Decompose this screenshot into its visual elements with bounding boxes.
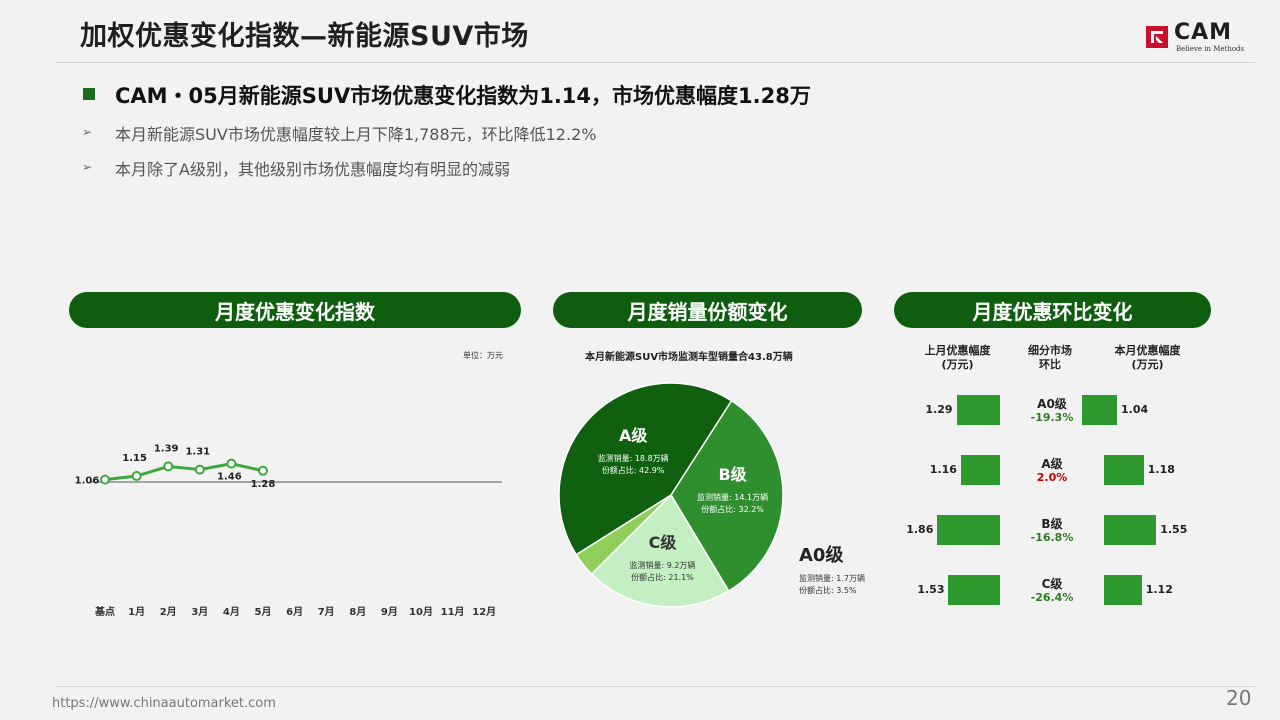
- segment-name: C级: [1041, 577, 1063, 591]
- x-tick-label: 10月: [409, 606, 433, 618]
- slice-sales-label: 监测销量: 14.1万辆: [697, 492, 768, 502]
- arrow-bullet-icon: ➢: [82, 160, 93, 174]
- x-tick-label: 4月: [223, 606, 240, 618]
- pie-caption: 本月新能源SUV市场监测车型销量合43.8万辆: [585, 352, 793, 363]
- x-tick-label: 12月: [472, 606, 496, 618]
- this-month-bar: [1082, 395, 1118, 425]
- slice-sales-label: 监测销量: 18.8万辆: [598, 453, 669, 463]
- pie-slice: [558, 382, 733, 556]
- series-line: [104, 462, 264, 482]
- line-point: [226, 458, 237, 469]
- panel-title-mom: 月度优惠环比变化: [894, 292, 1211, 328]
- footer-divider: [55, 686, 1255, 687]
- this-month-value: 1.55: [1160, 523, 1188, 536]
- data-label: 1.15: [122, 453, 147, 464]
- footer-url: https://www.chinaautomarket.com: [52, 696, 276, 711]
- pie-slice: [670, 399, 784, 593]
- slice-share-label: 份额占比: 42.9%: [602, 465, 665, 475]
- slice-sales-label: 监测销量: 9.2万辆: [629, 560, 695, 570]
- last-month-value: 1.16: [929, 463, 957, 476]
- this-month-bar: [1104, 515, 1157, 545]
- mom-comparison-rows: 1.29 1.04 A0级 -19.3% 1.16 1.18 A级 2.0% 1.86 1.55 B…: [894, 385, 1211, 625]
- line-point: [194, 464, 205, 475]
- col-head-last-month: 上月优惠幅度 (万元): [924, 344, 991, 371]
- x-tick-label: 11月: [441, 606, 465, 618]
- slice-share-label: 份额占比: 3.5%: [799, 585, 857, 595]
- this-month-value: 1.12: [1145, 583, 1173, 596]
- page-number: 20: [1226, 686, 1252, 710]
- line-point: [258, 465, 268, 476]
- last-month-bar: [948, 575, 1000, 605]
- slice-share-label: 份额占比: 21.1%: [631, 572, 694, 582]
- x-tick-label: 基点: [94, 605, 115, 618]
- x-tick-label: 1月: [128, 606, 145, 618]
- headline-bullet-icon: [83, 88, 95, 100]
- last-month-bar: [956, 395, 1000, 425]
- slice-name-label: B级: [718, 465, 747, 484]
- x-tick-label: 5月: [255, 606, 272, 618]
- segment-change: -19.3%: [1030, 411, 1074, 424]
- slice-sales-label: 监测销量: 1.7万辆: [799, 573, 865, 583]
- line-point: [100, 474, 110, 485]
- x-tick-label: 9月: [381, 606, 398, 618]
- col-head-segment: 细分市场 环比: [1028, 344, 1072, 371]
- page-title: 加权优惠变化指数—新能源SUV市场: [80, 21, 529, 52]
- summary-headline: CAM・05月新能源SUV市场优惠变化指数为1.14，市场优惠幅度1.28万: [115, 84, 811, 108]
- unit-label: 单位：万元: [463, 351, 503, 360]
- x-tick-label: 8月: [349, 606, 366, 618]
- slice-name-label: C级: [649, 533, 678, 552]
- logo-tagline: Believe in Methods: [1176, 45, 1245, 53]
- col-head-this-month: 本月优惠幅度 (万元): [1114, 344, 1181, 371]
- slice-share-label: 份额占比: 32.2%: [701, 504, 764, 514]
- summary-point: 本月除了A级别，其他级别市场优惠幅度均有明显的减弱: [115, 160, 510, 179]
- data-label: 1.31: [185, 447, 210, 458]
- title-divider: [55, 62, 1255, 63]
- x-tick-label: 2月: [160, 606, 177, 618]
- segment-name: B级: [1041, 517, 1063, 531]
- pie-slice: [590, 493, 730, 608]
- this-month-value: 1.04: [1121, 403, 1149, 416]
- logo-text: CAM: [1174, 20, 1233, 45]
- slice-name-label: A级: [619, 426, 648, 445]
- segment-change: 2.0%: [1036, 471, 1068, 484]
- segment-change: -16.8%: [1030, 531, 1074, 544]
- line-point: [163, 461, 174, 472]
- this-month-bar: [1104, 575, 1142, 605]
- segment-change: -26.4%: [1030, 591, 1074, 604]
- summary-point: 本月新能源SUV市场优惠幅度较上月下降1,788元，环比降低12.2%: [115, 125, 597, 144]
- index-line-chart: 1.06 1.15 1.39 1.31 1.46 1.28 基点 1月 2月 3月 4月 5月 6月 7月…: [75, 443, 502, 618]
- last-month-bar: [960, 455, 1000, 485]
- data-label: 1.39: [154, 443, 179, 454]
- x-tick-label: 3月: [191, 606, 208, 618]
- last-month-value: 1.86: [906, 523, 934, 536]
- panel-title-share: 月度销量份额变化: [553, 292, 862, 328]
- segment-name: A级: [1041, 457, 1063, 471]
- line-point: [131, 471, 142, 481]
- this-month-value: 1.18: [1147, 463, 1175, 476]
- last-month-value: 1.53: [917, 583, 945, 596]
- segment-name: A0级: [1037, 397, 1067, 411]
- data-label: 1.28: [251, 479, 276, 490]
- panel-title-index: 月度优惠变化指数: [69, 292, 521, 328]
- cam-logo: CAM Believe in Methods: [1146, 20, 1256, 56]
- this-month-bar: [1104, 455, 1144, 485]
- data-label: 1.46: [217, 472, 242, 483]
- last-month-bar: [937, 515, 1000, 545]
- arrow-bullet-icon: ➢: [82, 125, 93, 139]
- cam-logo-mark-icon: [1146, 26, 1168, 48]
- last-month-value: 1.29: [925, 403, 953, 416]
- slice-name-label: A0级: [799, 544, 844, 566]
- x-tick-label: 6月: [286, 606, 303, 618]
- x-tick-label: 7月: [318, 606, 335, 618]
- data-label: 1.06: [75, 476, 100, 487]
